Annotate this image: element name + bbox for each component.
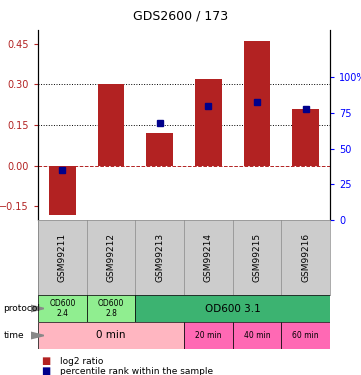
- Bar: [184, 322, 233, 349]
- Text: OD600
2.4: OD600 2.4: [49, 299, 75, 318]
- Bar: [281, 322, 330, 349]
- Bar: [97, 84, 125, 166]
- Text: OD600 3.1: OD600 3.1: [205, 303, 261, 313]
- Bar: [195, 79, 222, 166]
- Bar: [38, 322, 184, 349]
- Text: time: time: [4, 331, 24, 340]
- Bar: [146, 133, 173, 166]
- Bar: [233, 322, 281, 349]
- Text: GSM99215: GSM99215: [252, 233, 261, 282]
- Text: GSM99214: GSM99214: [204, 233, 213, 282]
- Polygon shape: [31, 332, 44, 339]
- Text: 40 min: 40 min: [244, 331, 270, 340]
- Text: ■: ■: [42, 366, 51, 375]
- Text: ■: ■: [42, 356, 51, 366]
- Bar: [244, 41, 270, 166]
- Text: OD600
2.8: OD600 2.8: [98, 299, 124, 318]
- Text: GSM99211: GSM99211: [58, 233, 67, 282]
- Text: 60 min: 60 min: [292, 331, 319, 340]
- Polygon shape: [31, 305, 44, 312]
- Text: 0 min: 0 min: [96, 330, 126, 340]
- Bar: [38, 295, 87, 322]
- Bar: [135, 295, 330, 322]
- Bar: [49, 166, 76, 214]
- Text: 20 min: 20 min: [195, 331, 222, 340]
- Bar: [292, 109, 319, 166]
- Text: GSM99213: GSM99213: [155, 233, 164, 282]
- Text: log2 ratio: log2 ratio: [60, 357, 103, 366]
- Bar: [87, 295, 135, 322]
- Text: protocol: protocol: [4, 304, 40, 313]
- Text: GDS2600 / 173: GDS2600 / 173: [133, 9, 228, 22]
- Text: percentile rank within the sample: percentile rank within the sample: [60, 366, 213, 375]
- Text: GSM99216: GSM99216: [301, 233, 310, 282]
- Text: GSM99212: GSM99212: [106, 233, 116, 282]
